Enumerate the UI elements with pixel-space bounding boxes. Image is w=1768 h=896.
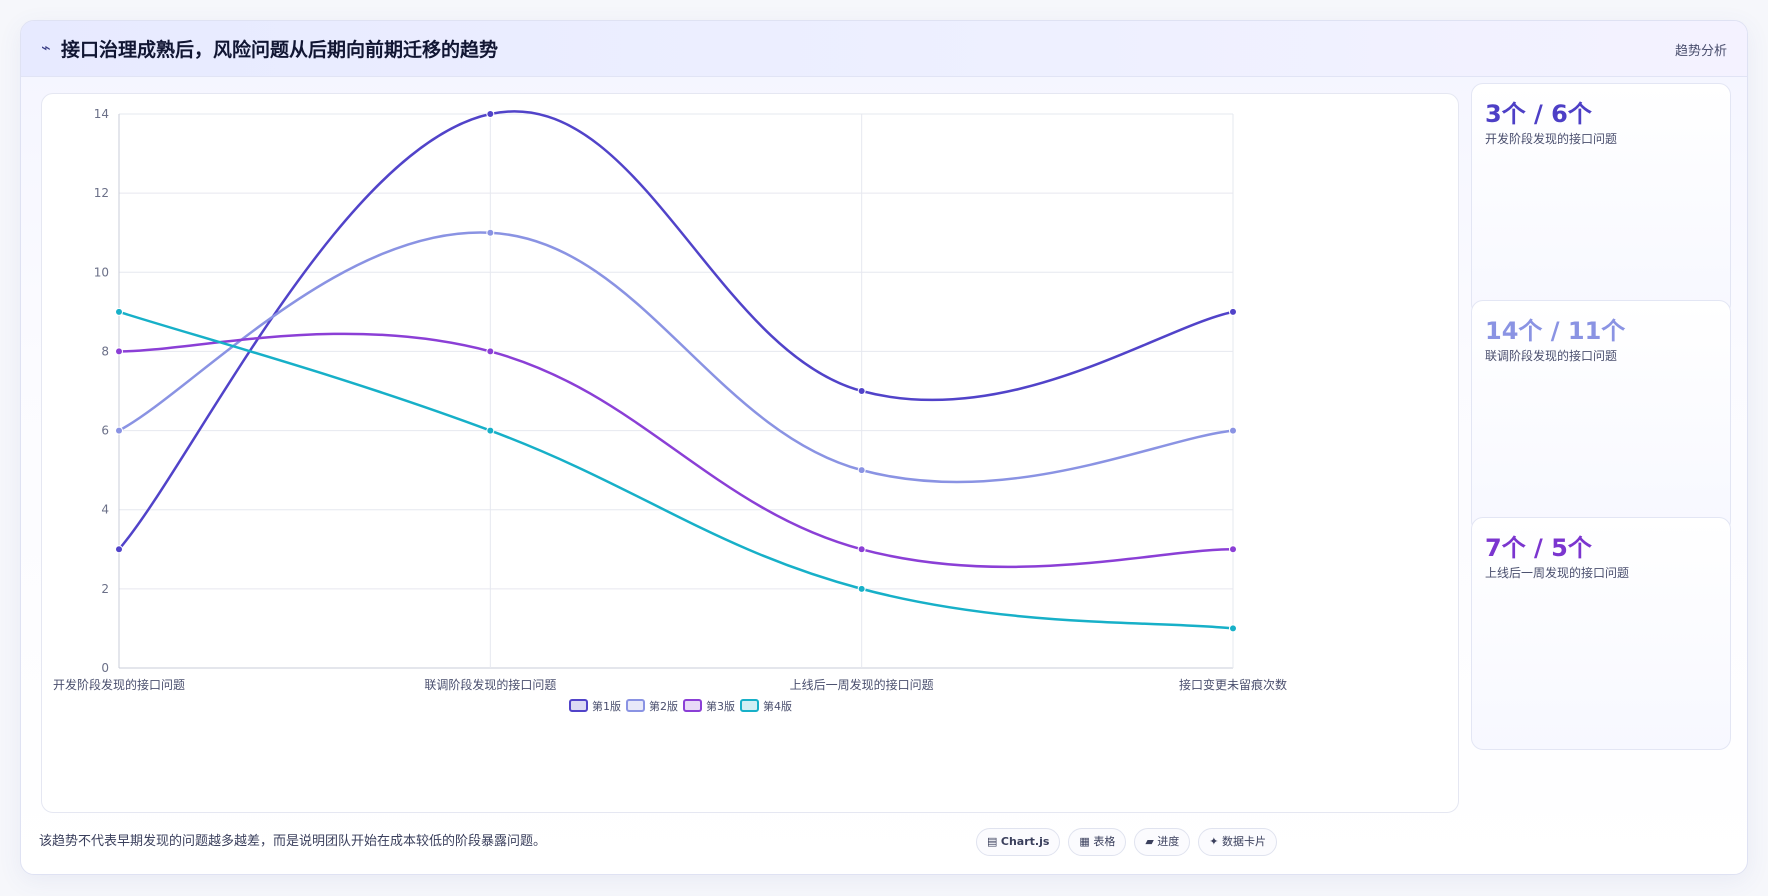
progress-icon: ▰ — [1145, 835, 1154, 848]
data-point — [486, 228, 495, 237]
legend-swatch — [683, 699, 702, 712]
trend-icon: ⌁ — [41, 38, 51, 57]
data-point — [857, 387, 866, 395]
stat-label: 上线后一周发现的接口问题 — [1485, 566, 1630, 580]
sparkle-icon: ✦ — [1209, 835, 1219, 848]
line-chart: 0 2 4 6 8 10 12 14 开发阶段发现的接口问题 联调阶段发现的接口问题 上线后一周发现… — [53, 107, 1287, 713]
data-point — [1229, 624, 1237, 633]
card-header: ⌁ 接口治理成熟后，风险问题从后期向前期迁移的趋势 趋势分析 — [21, 21, 1747, 77]
y-tick-label: 2 — [101, 582, 109, 596]
data-point — [115, 545, 123, 554]
stat-card-dev: 3个 / 6个 开发阶段发现的接口问题 — [1471, 83, 1731, 316]
stat-card-postlaunch: 7个 / 5个 上线后一周发现的接口问题 — [1471, 517, 1731, 750]
view-chips: ▤ Chart.js ▦ 表格 ▰ 进度 ✦ 数据卡片 — [976, 828, 1278, 856]
stat-value: 3个 / 6个 — [1485, 100, 1592, 128]
stat-value: 7个 / 5个 — [1485, 534, 1592, 562]
data-point — [857, 545, 866, 554]
analysis-tag: 趋势分析 — [1674, 44, 1727, 59]
series-line-4 — [118, 310, 1234, 630]
legend-label: 第1版 — [592, 699, 621, 713]
chip-label: 数据卡片 — [1222, 835, 1267, 848]
series-line-3 — [118, 332, 1234, 569]
legend-swatch — [569, 699, 588, 712]
chart-panel: 0 2 4 6 8 10 12 14 开发阶段发现的接口问题 联调阶段发现的接口问题 上线后一周发现… — [41, 93, 1459, 813]
legend-label: 第2版 — [649, 699, 678, 713]
legend-label: 第4版 — [763, 699, 792, 713]
stat-label: 联调阶段发现的接口问题 — [1485, 349, 1618, 363]
x-tick-label: 联调阶段发现的接口问题 — [424, 677, 556, 692]
data-point — [857, 584, 866, 593]
y-tick-label: 6 — [101, 424, 109, 438]
footer-note: 该趋势不代表早期发现的问题越多越差，而是说明团队开始在成本较低的阶段暴露问题。 — [39, 834, 547, 849]
chip-label: Chart.js — [1000, 835, 1050, 848]
y-tick-label: 10 — [94, 265, 109, 279]
chip-label: 进度 — [1157, 835, 1180, 848]
data-point — [1229, 426, 1237, 435]
y-tick-label: 4 — [101, 503, 109, 517]
chip-progress[interactable]: ▰ 进度 — [1134, 828, 1191, 856]
data-point — [115, 307, 123, 316]
data-point — [486, 347, 495, 356]
y-tick-label: 0 — [101, 661, 109, 675]
chip-label: 表格 — [1093, 835, 1116, 848]
y-tick-label: 8 — [101, 344, 109, 358]
chip-chartjs[interactable]: ▤ Chart.js — [976, 828, 1061, 856]
x-tick-label: 开发阶段发现的接口问题 — [53, 677, 185, 692]
report-card: ⌁ 接口治理成熟后，风险问题从后期向前期迁移的趋势 趋势分析 0 2 4 6 8 10 12… — [20, 20, 1748, 875]
data-point — [857, 466, 866, 475]
table-icon: ▦ — [1079, 835, 1090, 848]
data-point — [115, 426, 123, 435]
data-point — [486, 426, 495, 435]
chip-data-card[interactable]: ✦ 数据卡片 — [1198, 828, 1278, 856]
data-point — [1229, 545, 1237, 554]
legend-label: 第3版 — [706, 699, 735, 713]
chart-icon: ▤ — [987, 835, 998, 848]
y-tick-label: 14 — [94, 107, 109, 121]
series-line-1 — [118, 110, 1234, 551]
data-point — [1229, 307, 1237, 316]
legend-swatch — [626, 699, 645, 712]
series-line-2 — [118, 231, 1234, 484]
data-point — [486, 110, 495, 118]
x-tick-label: 接口变更未留痕次数 — [1179, 677, 1287, 692]
chip-table[interactable]: ▦ 表格 — [1068, 828, 1127, 856]
stat-card-integration: 14个 / 11个 联调阶段发现的接口问题 — [1471, 300, 1731, 533]
x-tick-label: 上线后一周发现的接口问题 — [790, 677, 934, 692]
stat-label: 开发阶段发现的接口问题 — [1485, 132, 1618, 146]
data-point — [115, 347, 123, 356]
page-title: 接口治理成熟后，风险问题从后期向前期迁移的趋势 — [61, 39, 499, 61]
legend-swatch — [740, 699, 759, 712]
stat-value: 14个 / 11个 — [1485, 317, 1626, 345]
y-tick-label: 12 — [94, 186, 109, 200]
